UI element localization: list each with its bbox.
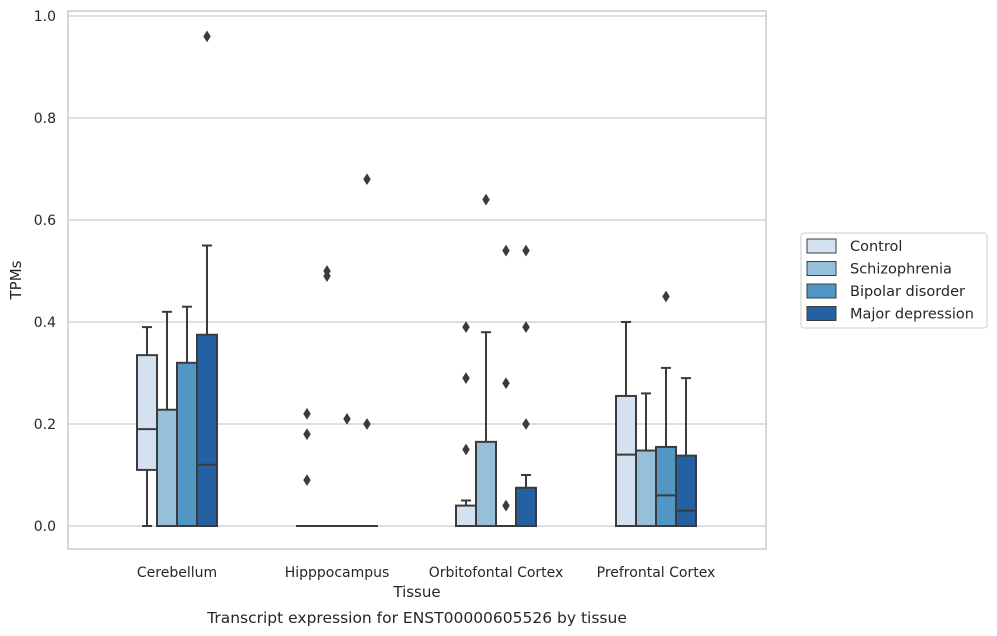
outlier-point [303,474,311,487]
outlier-point [502,499,510,512]
legend-label: Control [850,239,902,255]
box-body [196,333,218,527]
box-prefrontal-cortex [655,290,677,528]
box-cerebellum [176,305,198,527]
x-tick-label: Prefrontal Cortex [597,565,716,581]
y-tick-label: 1.0 [34,9,56,25]
box-hipppocampus [336,412,358,528]
box-body [455,504,477,528]
box-cerebellum [196,30,218,527]
box-body [136,354,158,471]
box-hipppocampus [296,407,318,528]
outlier-point [662,290,670,303]
legend-swatch [806,238,837,254]
legend-item: Major depression [806,306,974,323]
box-prefrontal-cortex [615,321,637,528]
outlier-point [323,265,331,277]
legend-swatch [806,261,837,276]
box-body [675,454,697,527]
legend-item: Schizophrenia [806,261,952,278]
legend-label: Major depression [850,307,974,323]
outlier-point [522,321,530,334]
box-body [515,486,537,527]
box-body [655,445,677,528]
outlier-point [462,372,470,385]
outlier-point [303,428,311,441]
x-tick-label: Cerebellum [137,565,217,581]
y-tick-label: 0.0 [34,519,56,535]
y-axis-label: TPMs [7,260,25,300]
legend-swatch [806,283,837,299]
legend-label: Schizophrenia [850,262,952,278]
outlier-point [482,193,490,206]
outlier-point [303,407,311,420]
legend: Control Schizophrenia Bipolar disorder Majo… [800,232,988,329]
box-body [156,408,178,527]
outlier-point [363,173,371,186]
outlier-point [522,418,530,430]
series-schizophrenia [156,193,657,528]
y-tick-label: 0.8 [34,111,56,127]
series-bipolar-disorder [176,244,677,528]
outlier-point [502,244,510,257]
plot-frame [67,10,767,550]
chart-caption: Transcript expression for ENST0000060552… [206,609,627,627]
box-body [176,361,198,527]
y-axis-ticks: 0.0 0.2 0.4 0.6 0.8 1.0 [34,9,56,535]
box-orbitofontal-cortex [515,244,537,527]
outlier-point [522,244,530,257]
box-hipppocampus [356,173,378,528]
outlier-point [462,321,470,334]
box-body [635,449,657,527]
box-body [475,440,497,528]
x-tick-label: Orbitofontal Cortex [429,565,564,581]
legend-swatch [806,306,837,321]
box-prefrontal-cortex [675,377,697,527]
x-tick-label: Hipppocampus [285,565,390,581]
box-cerebellum [156,310,178,527]
legend-item: Bipolar disorder [806,283,965,300]
box-body [615,394,637,528]
y-tick-label: 0.4 [34,315,56,331]
box-cerebellum [136,326,158,527]
x-axis-ticks: Cerebellum Hipppocampus Orbitofontal Corte… [137,565,715,581]
outlier-point [343,412,351,425]
legend-item: Control [806,238,902,255]
box-prefrontal-cortex [635,392,657,527]
box-orbitofontal-cortex [495,244,517,528]
legend-label: Bipolar disorder [850,284,965,300]
legend-frame [800,232,988,329]
box-orbitofontal-cortex [475,193,497,528]
boxes [136,30,697,528]
y-tick-label: 0.6 [34,213,56,229]
box-hipppocampus [316,265,338,528]
outlier-point [203,30,211,43]
series-major-depression [196,30,697,528]
outlier-point [363,418,371,430]
y-tick-label: 0.2 [34,417,56,433]
x-axis-label: Tissue [392,583,440,601]
outlier-point [462,443,470,456]
outlier-point [502,377,510,390]
